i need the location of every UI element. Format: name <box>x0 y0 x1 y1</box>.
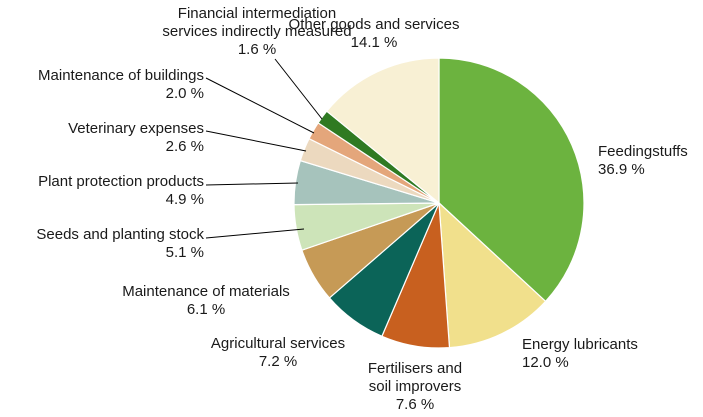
slice-label: Veterinary expenses 2.6 % <box>68 120 204 155</box>
pie-slices <box>293 57 585 349</box>
slice-label-value: 2.6 % <box>166 138 204 155</box>
slice-label: Feedingstuffs 36.9 % <box>598 143 688 178</box>
slice-label-name: soil improvers <box>369 378 462 395</box>
leader-line <box>205 130 307 152</box>
leader-line <box>205 77 315 134</box>
leader-line <box>205 182 299 186</box>
slice-label-value: 7.2 % <box>259 353 297 370</box>
slice-label: Other goods and services 14.1 % <box>289 16 460 51</box>
slice-label: Fertilisers and soil improvers 7.6 % <box>368 360 462 413</box>
pie-slice-energy-lubricants <box>438 201 547 349</box>
slice-label-name: Energy lubricants <box>522 336 638 353</box>
slice-label: Energy lubricants 12.0 % <box>522 336 638 371</box>
slice-label: Seeds and planting stock 5.1 % <box>36 226 204 261</box>
leader-line <box>274 58 323 120</box>
slice-label-value: 12.0 % <box>522 354 569 371</box>
pie-slice-feedingstuffs <box>438 57 585 303</box>
slice-label-name: Feedingstuffs <box>598 143 688 160</box>
slice-label-value: 6.1 % <box>187 301 225 318</box>
slice-label-value: 2.0 % <box>166 85 204 102</box>
slice-label-value: 1.6 % <box>238 41 276 58</box>
slice-labels: Feedingstuffs 36.9 % Energy lubricants 12.0… <box>36 5 687 413</box>
slice-label-name: Seeds and planting stock <box>36 226 204 243</box>
slice-label-value: 4.9 % <box>166 191 204 208</box>
slice-label-name: Agricultural services <box>211 335 345 352</box>
slice-label-name: services indirectly measured <box>162 23 351 40</box>
slice-label: Agricultural services 7.2 % <box>211 335 345 370</box>
leader-lines <box>205 58 323 239</box>
slice-label-name: Fertilisers and <box>368 360 462 377</box>
slice-label-value: 14.1 % <box>351 34 398 51</box>
slice-label: Financial intermediation services indirec… <box>162 5 351 58</box>
slice-label: Maintenance of buildings 2.0 % <box>38 67 204 102</box>
slice-label-value: 7.6 % <box>396 396 434 413</box>
leader-line <box>205 228 305 239</box>
slice-label: Plant protection products 4.9 % <box>38 173 204 208</box>
slice-label-name: Financial intermediation <box>178 5 336 22</box>
slice-label-name: Other goods and services <box>289 16 460 33</box>
slice-label-name: Plant protection products <box>38 173 204 190</box>
slice-label-name: Maintenance of materials <box>122 283 290 300</box>
slice-label-name: Maintenance of buildings <box>38 67 204 84</box>
slice-label: Maintenance of materials 6.1 % <box>122 283 290 318</box>
slice-label-value: 36.9 % <box>598 161 645 178</box>
slice-label-value: 5.1 % <box>166 244 204 261</box>
slice-label-name: Veterinary expenses <box>68 120 204 137</box>
pie-slice-other-goods-and-services <box>325 57 440 205</box>
